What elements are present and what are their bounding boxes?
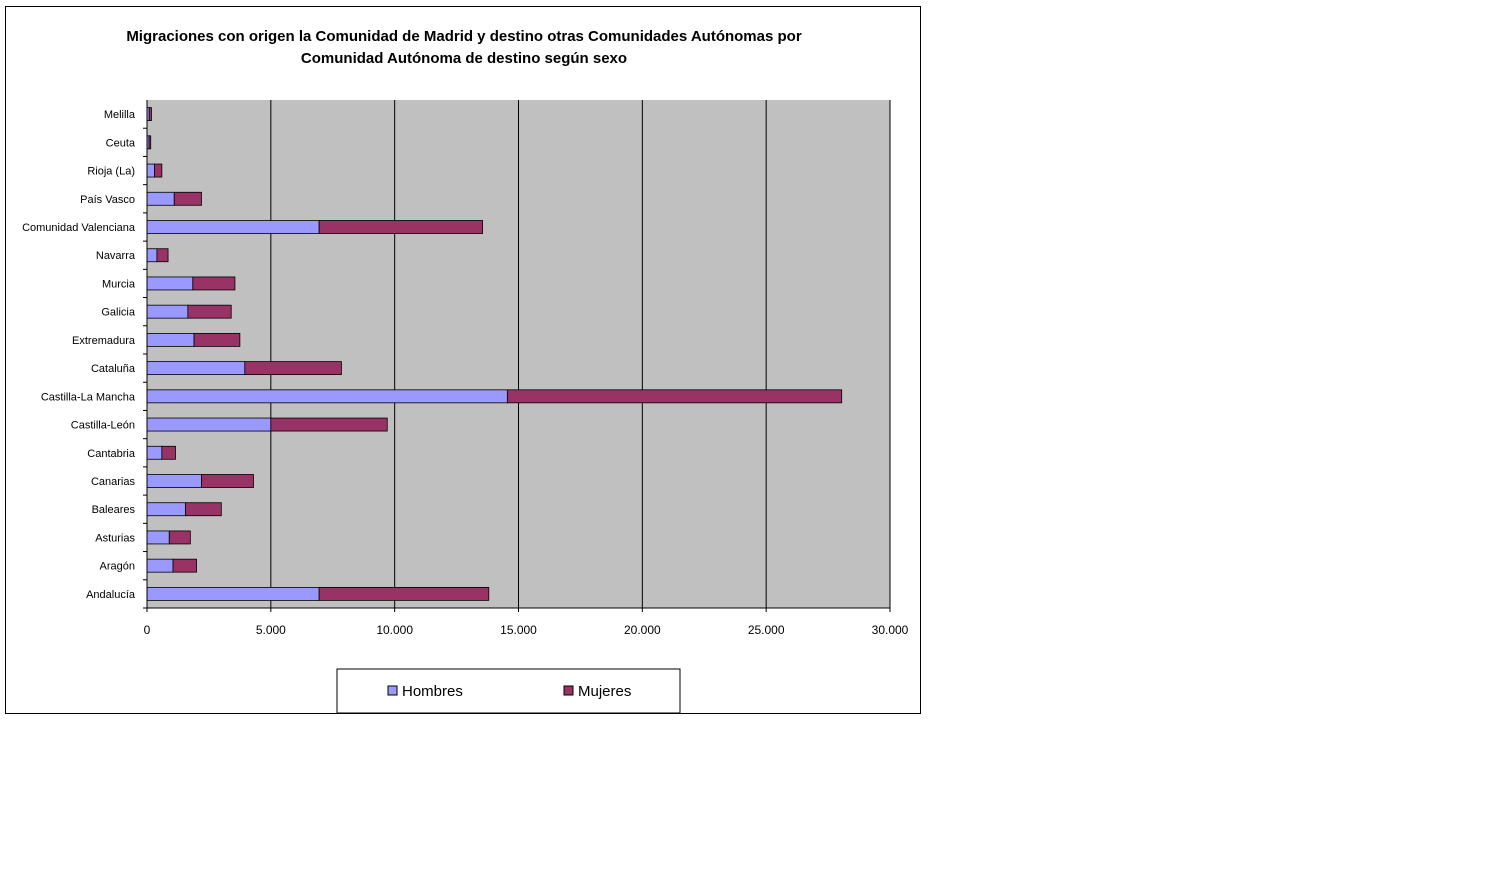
x-tick-label: 25.000 (748, 623, 785, 637)
bar-hombres (146, 361, 246, 376)
category-label: País Vasco (80, 194, 135, 206)
category-labels: Andalucía Aragón Asturias Baleares Canarias C… (22, 109, 147, 609)
chart-title-line-2: Comunidad Autónoma de destino según sexo (301, 50, 627, 67)
bar-hombres (146, 220, 320, 234)
chart-title-line-1: Migraciones con origen la Comunidad de M… (126, 28, 802, 45)
bar-mujeres (184, 502, 222, 517)
bar-mujeres (154, 163, 163, 178)
bar-mujeres (244, 361, 342, 376)
bar-mujeres (270, 417, 388, 432)
category-label: Comunidad Valenciana (22, 222, 136, 234)
bar-hombres (146, 445, 163, 460)
x-tick-label: 15.000 (500, 623, 537, 637)
category-label: Aragón (100, 561, 135, 573)
category-label: Andalucía (86, 589, 136, 601)
x-tick-label: 20.000 (624, 623, 661, 637)
bar-mujeres (172, 558, 197, 573)
category-label: Cataluña (91, 363, 136, 375)
bar-hombres (146, 558, 174, 573)
category-label: Cantabria (87, 448, 136, 460)
bar-mujeres (193, 332, 241, 347)
category-label: Canarias (91, 476, 136, 488)
bar-hombres (146, 474, 202, 488)
bar-hombres (146, 332, 195, 347)
chart-frame: Migraciones con origen la Comunidad de M… (5, 6, 921, 714)
x-tick-label: 0 (144, 623, 151, 637)
x-tick-label: 5.000 (256, 623, 286, 637)
bar-mujeres (168, 530, 191, 545)
legend-swatch-hombres (387, 685, 398, 696)
bar-hombres (146, 191, 175, 206)
legend-label-hombres: Hombres (402, 683, 463, 700)
legend: Hombres Mujeres (336, 668, 681, 713)
bar-mujeres (201, 474, 254, 488)
bar-hombres (146, 163, 155, 178)
bar-mujeres (148, 135, 152, 150)
bar-mujeres (187, 304, 232, 319)
bar-hombres (146, 389, 508, 404)
bar-mujeres (318, 586, 490, 601)
x-axis-ticks: 0 5.000 10.000 15.000 20.000 25.000 30.000 (144, 608, 909, 637)
bar-hombres (146, 304, 189, 319)
bar-mujeres (161, 445, 176, 460)
bar-hombres (146, 502, 186, 517)
category-label: Asturias (95, 532, 135, 544)
gridlines (270, 100, 891, 608)
legend-label-mujeres: Mujeres (578, 683, 631, 700)
legend-swatch-mujeres (563, 685, 574, 696)
bar-mujeres (148, 107, 152, 122)
category-label: Murcia (102, 278, 136, 290)
bar-hombres (146, 276, 194, 291)
bar-hombres (146, 586, 320, 601)
bar-mujeres (506, 389, 843, 404)
category-label: Castilla-La Mancha (41, 391, 136, 403)
bar-mujeres (156, 248, 169, 263)
bar-mujeres (192, 276, 236, 291)
bar-hombres (146, 248, 158, 263)
x-tick-label: 30.000 (872, 623, 909, 637)
category-label: Ceuta (106, 137, 136, 149)
bar-mujeres (318, 220, 483, 234)
category-label: Navarra (96, 250, 136, 262)
category-label: Melilla (104, 109, 136, 121)
category-label: Galicia (101, 307, 136, 319)
bar-hombres (146, 417, 272, 432)
category-label: Castilla-León (71, 420, 135, 432)
chart-svg: Migraciones con origen la Comunidad de M… (22, 28, 909, 713)
category-label: Rioja (La) (87, 166, 135, 178)
x-tick-label: 10.000 (376, 623, 413, 637)
bar-hombres (146, 530, 170, 545)
category-label: Baleares (92, 504, 136, 516)
category-label: Extremadura (72, 335, 136, 347)
bar-mujeres (173, 191, 202, 206)
